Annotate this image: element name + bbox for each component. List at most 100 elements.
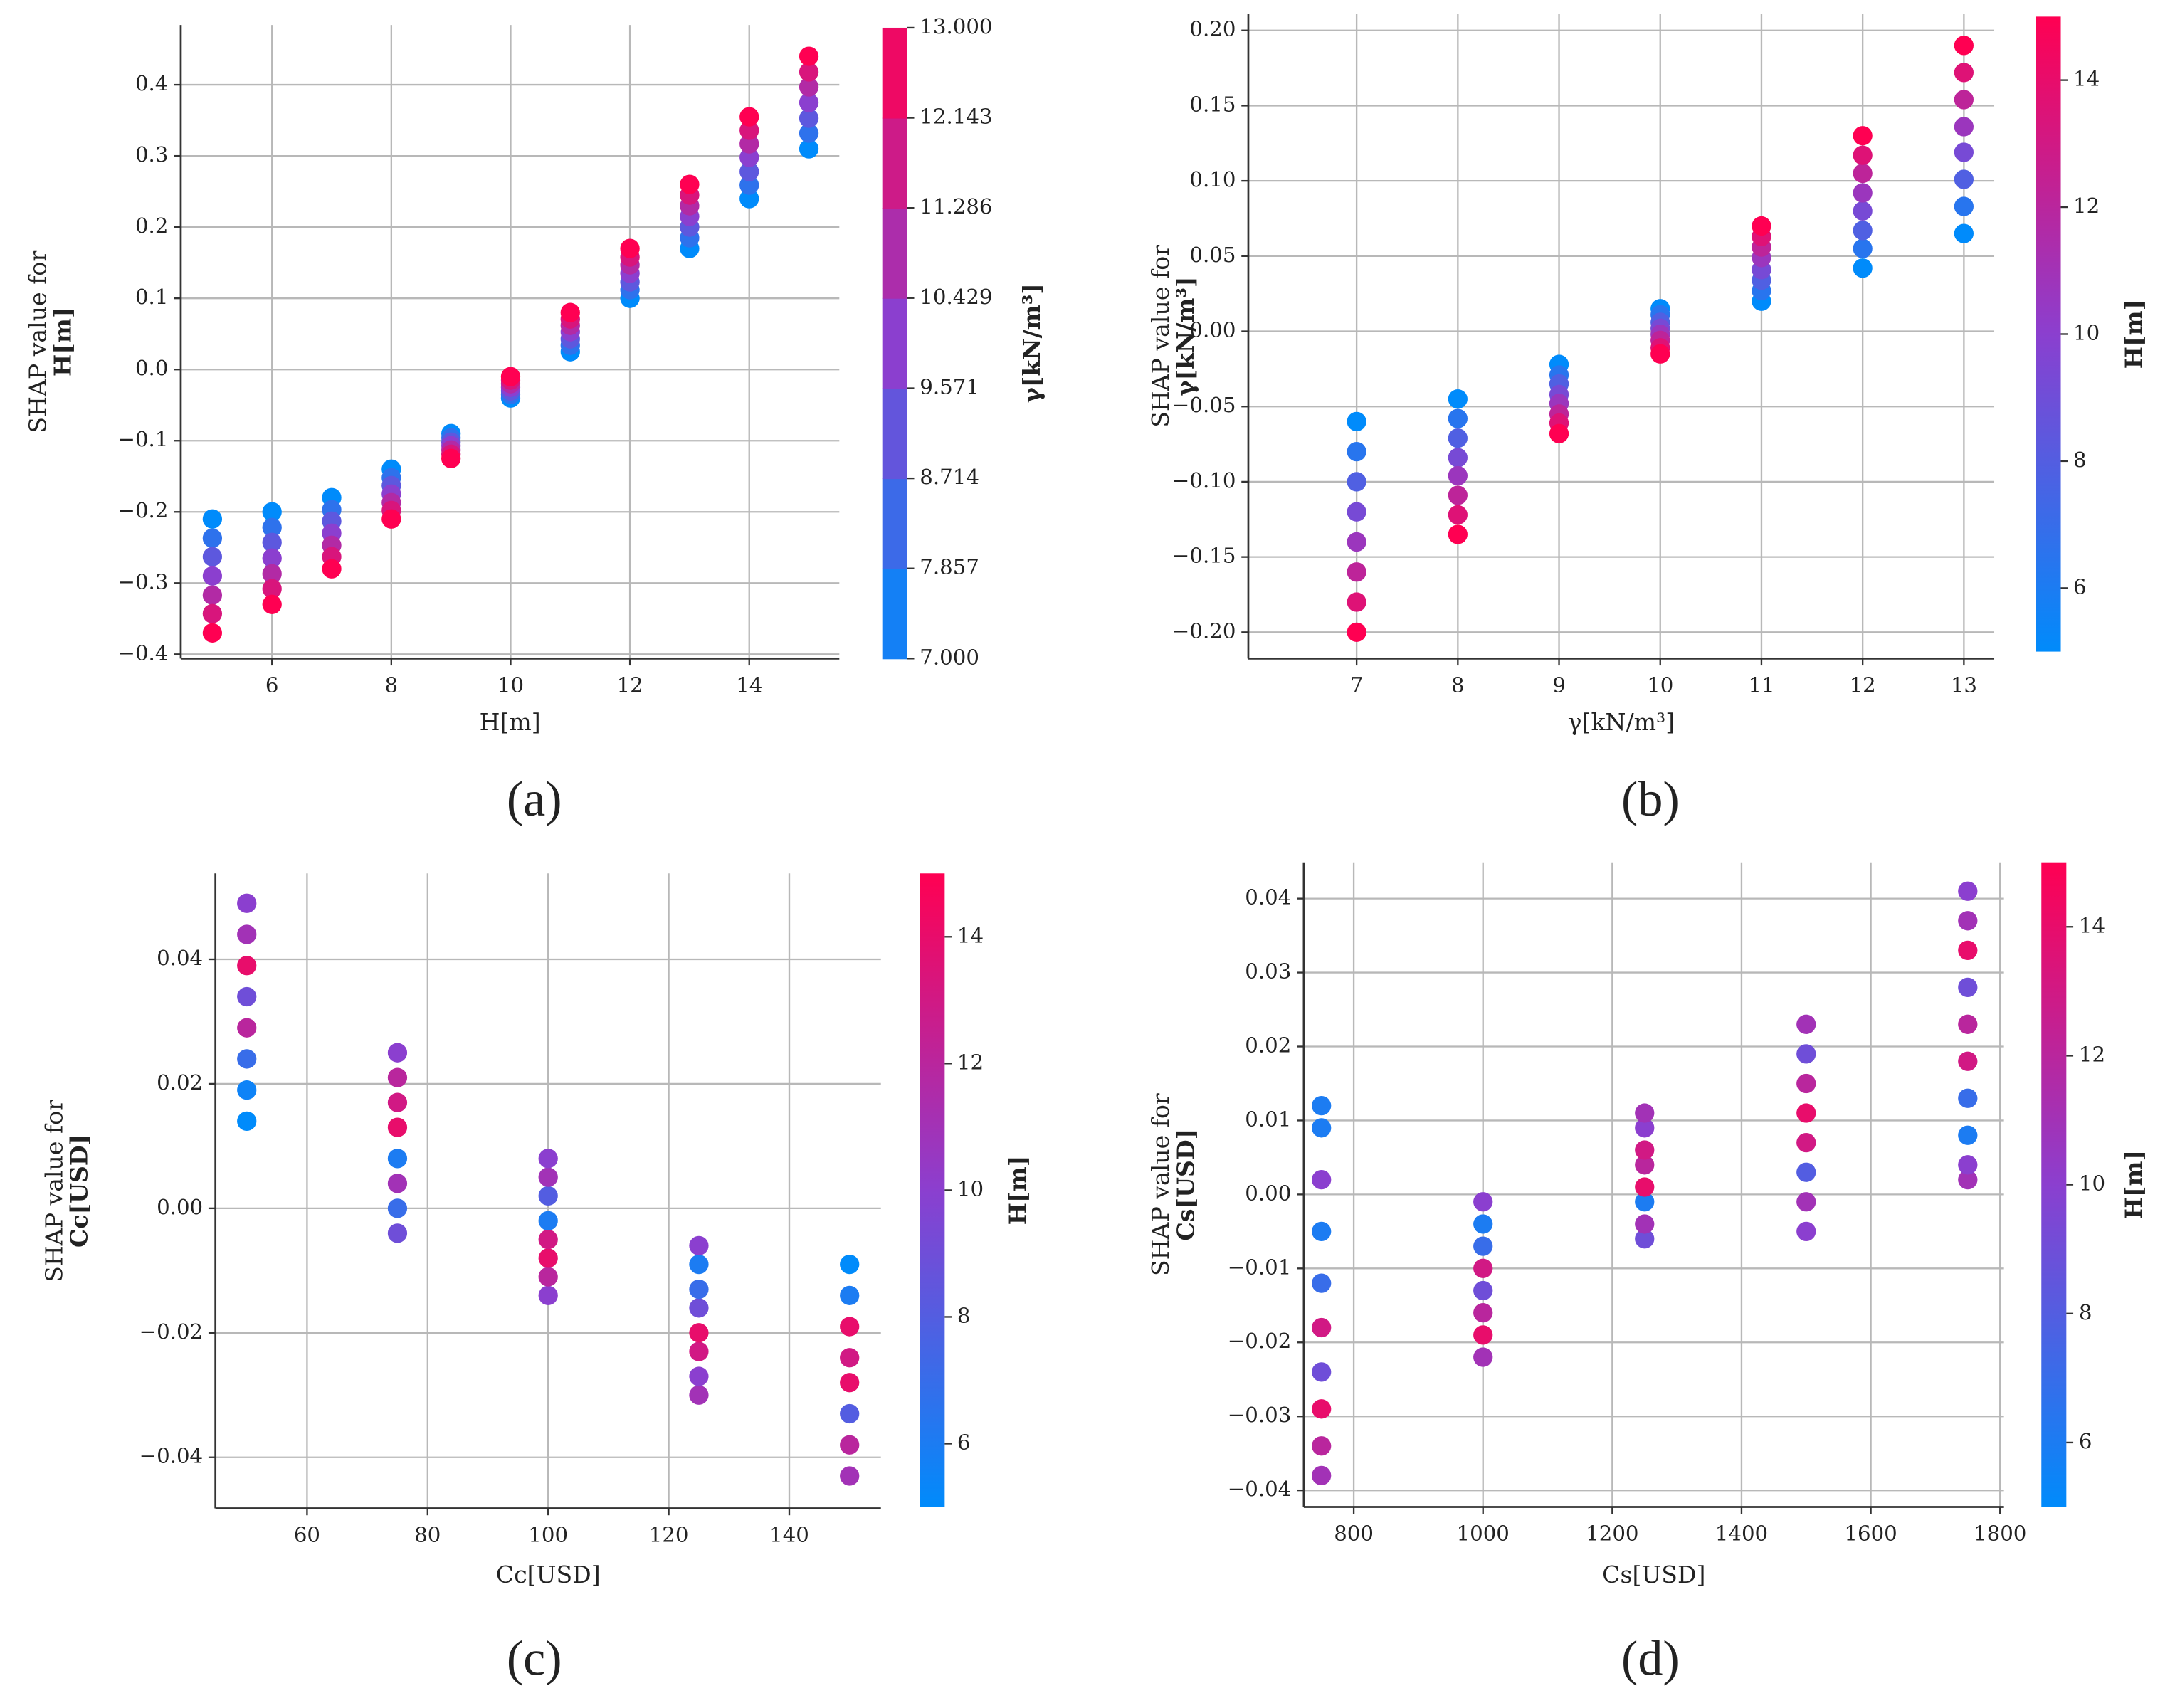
point	[689, 1279, 709, 1300]
point	[322, 559, 342, 579]
y-tick-label: −0.04	[1228, 1477, 1292, 1501]
colorbar-tick-label: 11.286	[920, 194, 992, 218]
point	[1312, 1096, 1332, 1116]
point	[1954, 117, 1974, 137]
point	[560, 302, 580, 322]
point	[1473, 1347, 1493, 1367]
colorbar-tick-label: 8	[957, 1303, 971, 1327]
y-tick-label: 0.05	[1189, 243, 1236, 267]
point	[262, 502, 282, 522]
point	[237, 1111, 257, 1132]
point	[689, 1366, 709, 1386]
colorbar-label: γ[kN/m³]	[1018, 283, 1046, 403]
point	[1473, 1192, 1493, 1212]
colorbar-tick-label: 8.714	[920, 465, 979, 489]
y-tick-label: 0.03	[1245, 959, 1291, 984]
x-tick-label: 8	[385, 673, 399, 697]
point	[689, 1323, 709, 1343]
y-tick-label: −0.10	[1172, 468, 1236, 492]
point	[1473, 1303, 1493, 1323]
point	[1448, 524, 1468, 544]
point	[1954, 223, 1974, 243]
point	[237, 1049, 257, 1069]
x-tick-label: 10	[1647, 673, 1673, 697]
y-axis-label: SHAP value for	[1147, 1093, 1174, 1276]
y-tick-label: −0.4	[117, 640, 168, 665]
x-tick-label: 1600	[1844, 1521, 1897, 1545]
x-tick-label: 14	[736, 673, 762, 697]
point	[1958, 1014, 1978, 1034]
point	[1853, 258, 1873, 278]
x-tick-label: 80	[414, 1522, 441, 1546]
point	[689, 1235, 709, 1255]
y-tick-label: −0.02	[139, 1319, 204, 1344]
point	[441, 448, 461, 468]
y-tick-label: 0.04	[1245, 885, 1291, 910]
x-tick-label: 140	[769, 1522, 809, 1546]
point	[840, 1403, 860, 1424]
point	[538, 1285, 558, 1305]
point	[1796, 1162, 1816, 1182]
y-tick-label: 0.02	[1245, 1033, 1291, 1058]
x-tick-label: 11	[1748, 673, 1774, 697]
x-axis-label: H[m]	[480, 708, 541, 736]
point	[799, 123, 819, 143]
point	[1473, 1280, 1493, 1301]
y-tick-label: −0.1	[117, 427, 168, 451]
x-tick-label: 800	[1334, 1521, 1374, 1545]
y-tick-label: 0.04	[157, 946, 203, 970]
point	[799, 93, 819, 112]
y-tick-label: 0.10	[1189, 167, 1236, 191]
panel-label: (d)	[1621, 1632, 1680, 1687]
point	[1954, 63, 1974, 83]
point	[1448, 505, 1468, 525]
colorbar-band	[882, 117, 907, 209]
colorbar-tick-label: 8	[2073, 448, 2087, 472]
point	[387, 1149, 408, 1169]
point	[1347, 592, 1366, 612]
y-tick-label: −0.02	[1228, 1329, 1292, 1353]
x-tick-label: 6	[265, 673, 279, 697]
y-tick-label: 0.0	[135, 356, 168, 380]
point	[1312, 1273, 1332, 1293]
y-tick-label: −0.3	[117, 569, 168, 594]
y-axis-label: H[m]	[48, 307, 76, 376]
point	[1312, 1118, 1332, 1138]
point	[202, 509, 223, 529]
point	[1473, 1258, 1493, 1278]
point	[1635, 1118, 1655, 1138]
point	[1958, 1088, 1978, 1108]
point	[387, 1068, 408, 1087]
y-axis-label: SHAP value for	[41, 1100, 68, 1282]
point	[1635, 1155, 1655, 1175]
point	[739, 147, 759, 167]
point	[739, 175, 759, 195]
colorbar-label: H[m]	[1004, 1156, 1032, 1225]
point	[739, 120, 759, 140]
point	[1954, 142, 1974, 162]
point	[538, 1167, 558, 1187]
y-tick-label: 0.20	[1189, 17, 1236, 41]
panel-label: (c)	[507, 1632, 562, 1687]
colorbar-tick-label: 12	[957, 1050, 984, 1074]
colorbar-band	[882, 208, 907, 299]
colorbar-tick-label: 10	[957, 1176, 984, 1201]
x-tick-label: 13	[1951, 673, 1977, 697]
y-tick-label: 0.3	[135, 142, 168, 167]
point	[1549, 423, 1569, 443]
panel-label: (b)	[1621, 772, 1680, 827]
colorbar-tick-label: 6	[2073, 574, 2087, 599]
point	[739, 107, 759, 127]
y-tick-label: 0.2	[135, 214, 168, 238]
y-axis-label: SHAP value for	[1147, 245, 1174, 428]
point	[840, 1373, 860, 1393]
point	[262, 548, 282, 568]
point	[1473, 1236, 1493, 1256]
point	[1796, 1014, 1816, 1034]
x-tick-label: 10	[497, 673, 524, 697]
colorbar-tick-label: 9.571	[920, 375, 979, 399]
point	[1312, 1221, 1332, 1241]
point	[237, 1080, 257, 1100]
point	[1796, 1073, 1816, 1094]
